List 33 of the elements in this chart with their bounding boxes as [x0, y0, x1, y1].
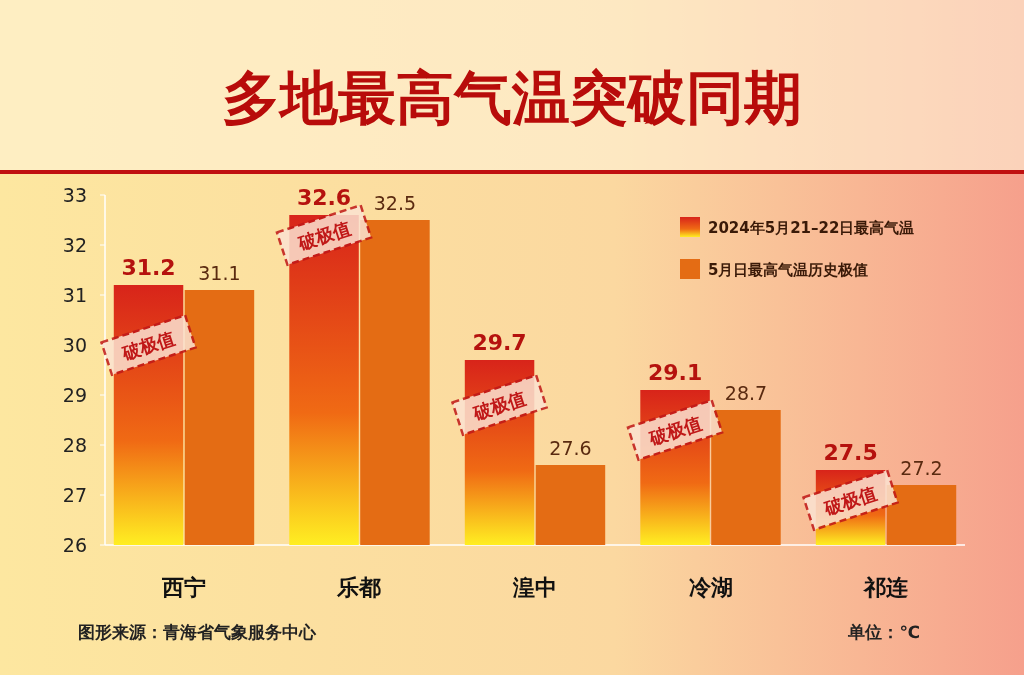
x-tick-label: 祁连 — [862, 575, 909, 600]
data-label: 27.6 — [549, 437, 592, 459]
data-label: 32.6 — [296, 185, 352, 210]
y-tick-label: 27 — [62, 484, 87, 506]
y-tick-label: 28 — [62, 434, 87, 456]
y-tick-label: 31 — [62, 284, 87, 306]
annotation: 破极值 — [820, 482, 880, 520]
x-tick-label: 西宁 — [160, 575, 206, 600]
y-tick-label: 26 — [62, 534, 87, 556]
legend-label: 5月日最高气温历史极值 — [708, 261, 869, 279]
annotation: 破极值 — [469, 387, 529, 425]
annotation: 破极值 — [645, 412, 705, 450]
y-tick-label: 33 — [62, 184, 87, 206]
y-tick-label: 29 — [62, 384, 87, 406]
data-label: 28.7 — [724, 382, 768, 404]
text: 图形来源：青海省气象服务中心 — [78, 622, 317, 642]
data-label: 29.7 — [472, 330, 527, 355]
y-tick-label: 30 — [62, 334, 87, 356]
x-tick-label: 乐都 — [336, 575, 382, 600]
text: 单位：℃ — [847, 622, 920, 642]
data-label: 27.2 — [900, 457, 943, 479]
data-label: 32.5 — [373, 192, 417, 214]
data-label: 31.1 — [198, 262, 241, 284]
data-label: 29.1 — [647, 360, 703, 385]
data-label: 27.5 — [823, 440, 878, 465]
annotation: 破极值 — [294, 217, 354, 255]
data-label: 31.2 — [121, 255, 176, 280]
x-tick-label: 湟中 — [512, 575, 557, 600]
legend-label: 2024年5月21–22日最高气温 — [708, 219, 915, 237]
x-tick-label: 冷湖 — [688, 575, 733, 600]
annotation: 破极值 — [118, 327, 178, 365]
y-tick-label: 32 — [62, 234, 87, 256]
chart-title: 多地最高气温突破同期 — [222, 64, 802, 132]
